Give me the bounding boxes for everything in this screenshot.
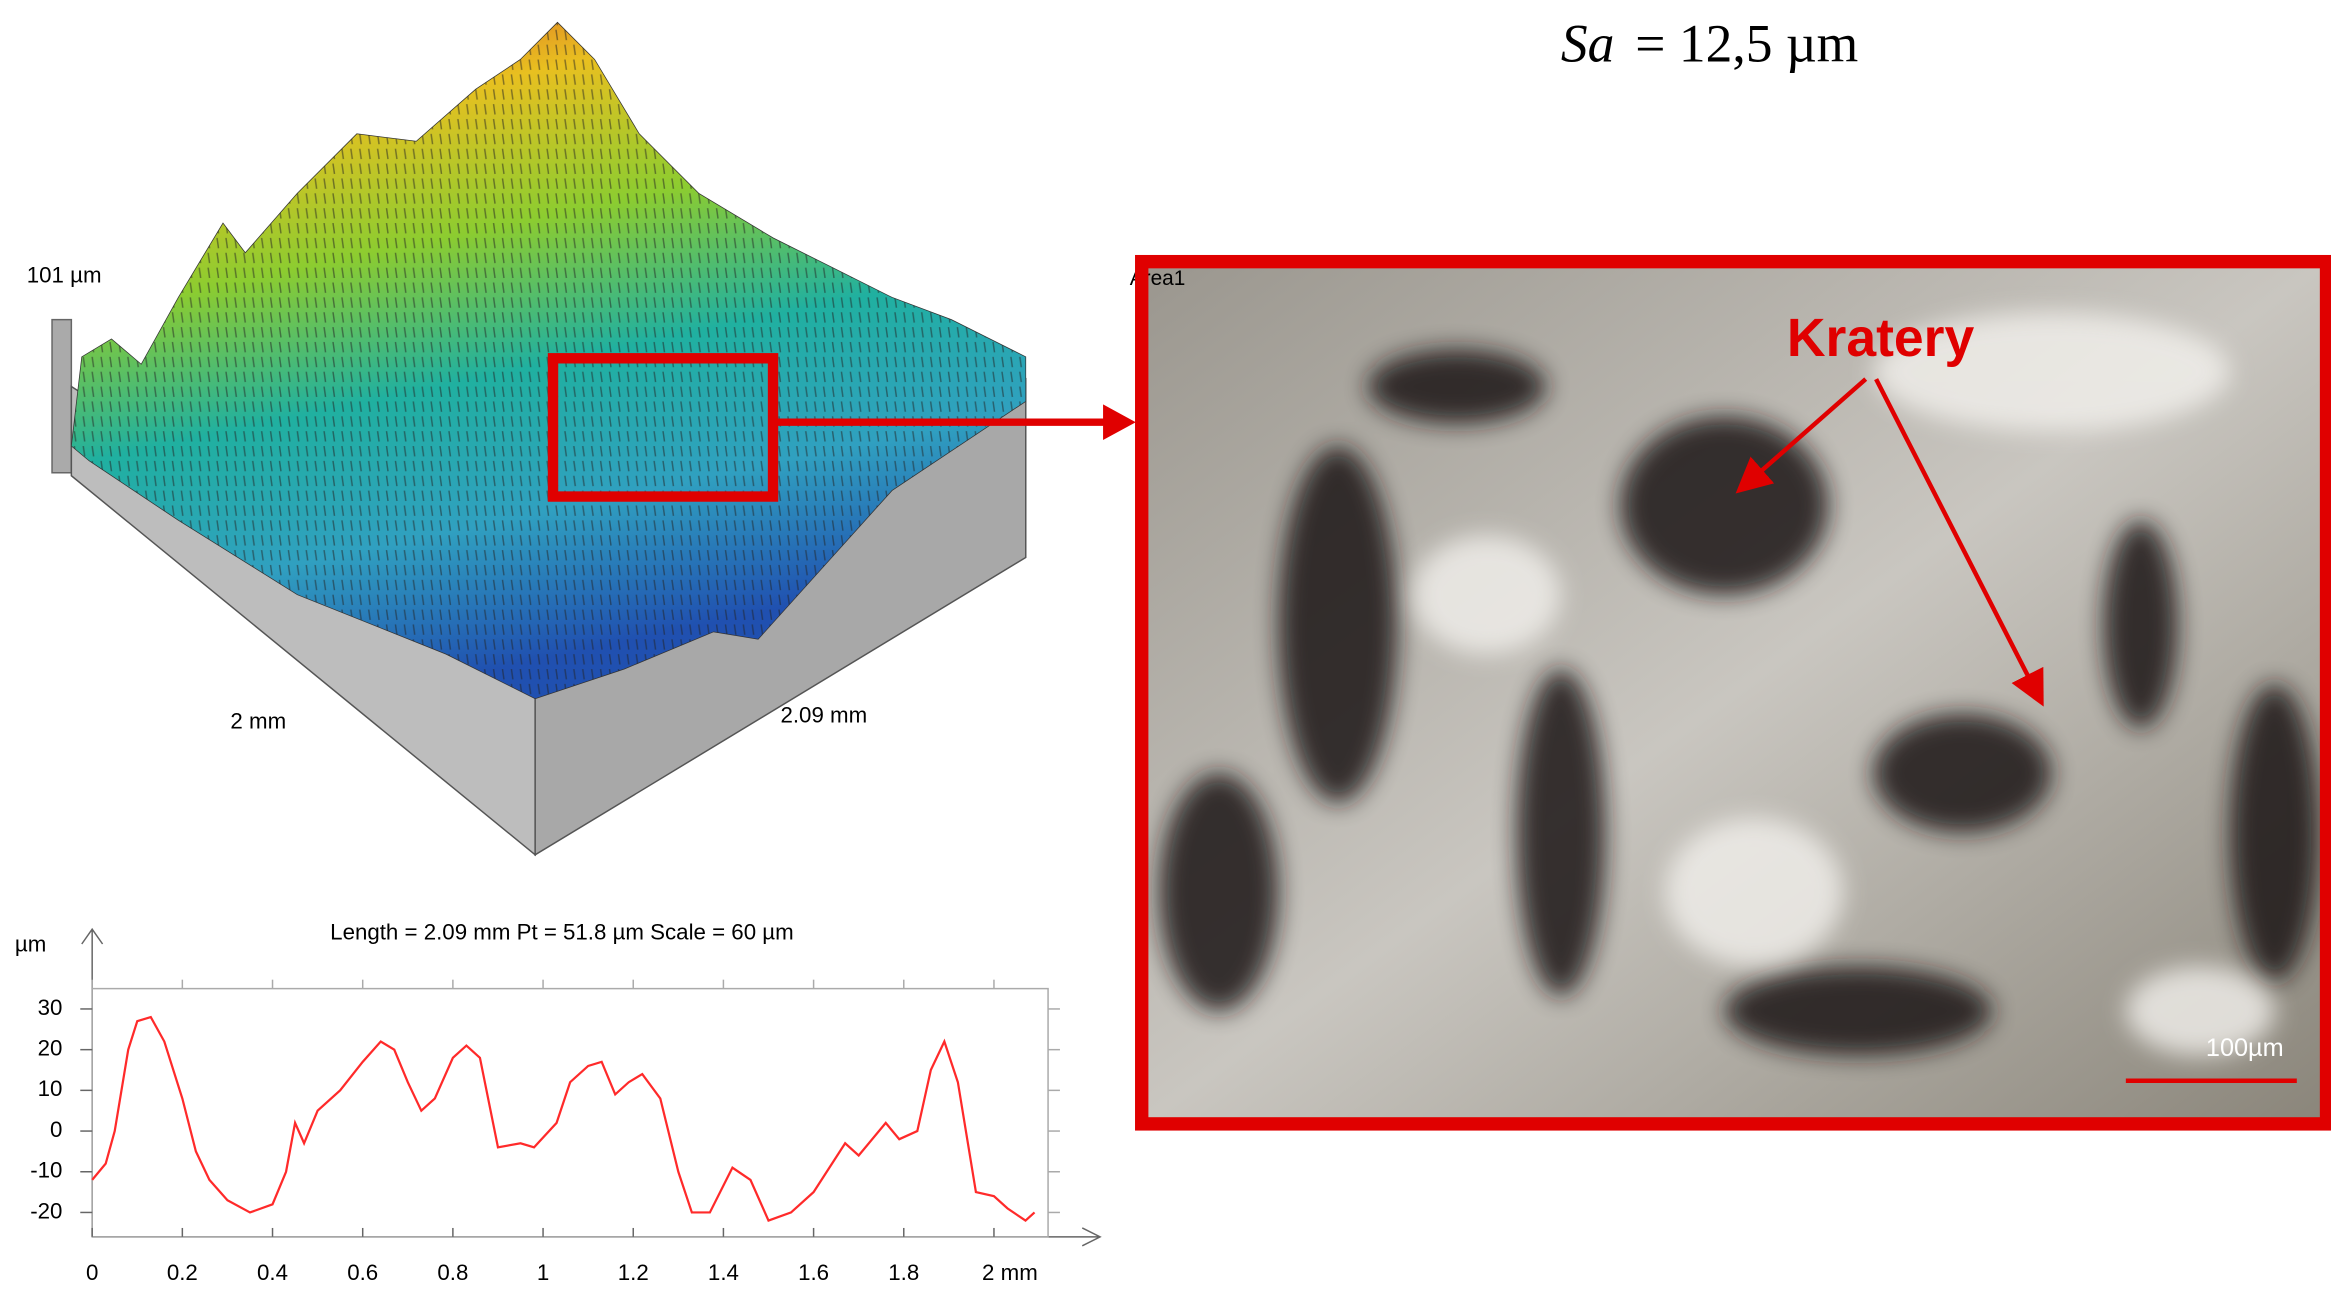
micrograph [1142,262,2327,1124]
x-tick-label: 1 [537,1260,549,1285]
x-tick-label: 0.6 [347,1260,378,1285]
x-tick-label: 1.4 [708,1260,739,1285]
profile-line [92,1017,1034,1221]
sa-value: = 12,5 µm [1635,13,1858,73]
chart-title: Length = 2.09 mm Pt = 51.8 µm Scale = 60… [330,919,794,944]
y-unit: µm [15,931,46,956]
x-tick-label: 0.8 [437,1260,468,1285]
y-tick-label: 10 [38,1076,63,1101]
sa-symbol: Sa [1561,13,1615,73]
page: {"sa":{"symbol":"Sa","value":"= 12,5 µm"… [0,0,2331,1291]
x-tick-label: 1.8 [888,1260,919,1285]
scale-label: 100µm [2206,1034,2284,1062]
y-tick-label: 30 [38,995,63,1020]
y-tick-label: -20 [30,1198,62,1223]
figure: Sa = 12,5 µm 101 µm 2 mm 2.09 mm [0,0,2331,1291]
x-tick-label: 1.2 [618,1260,649,1285]
y-axis-label: 2.09 mm [780,702,867,727]
annotation: Kratery [1787,309,1975,368]
height-label: 101 µm [27,262,102,287]
x-tick-label: 0 [86,1260,98,1285]
y-tick-label: 20 [38,1036,63,1061]
y-tick-label: -10 [30,1158,62,1183]
surface-3d [52,22,1136,855]
y-tick-label: 0 [50,1117,62,1142]
x-axis-label: 2 mm [230,708,286,733]
axes [82,929,1100,1246]
x-tick-label: 0.4 [257,1260,288,1285]
x-tick-label: 2 mm [982,1260,1038,1285]
x-tick-label: 1.6 [798,1260,829,1285]
x-tick-label: 0.2 [167,1260,198,1285]
